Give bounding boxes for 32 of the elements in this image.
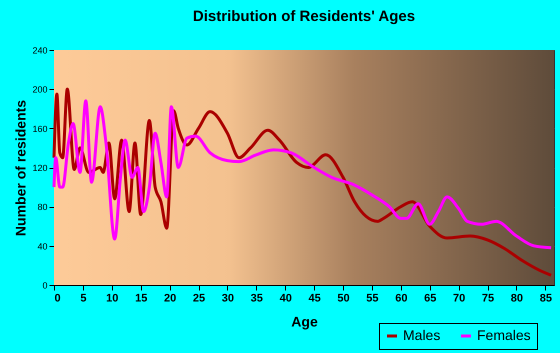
x-tick-label: 20 xyxy=(164,292,176,304)
x-tick-label: 60 xyxy=(395,292,408,304)
x-tick-label: 5 xyxy=(80,292,86,304)
chart-title: Distribution of Residents' Ages xyxy=(192,8,416,25)
x-tick-label: 35 xyxy=(250,292,263,304)
y-tick-label: 240 xyxy=(32,46,48,56)
x-tick-label: 80 xyxy=(510,292,524,304)
x-tick-label: 0 xyxy=(54,292,61,304)
x-tick-label: 15 xyxy=(135,292,148,304)
y-tick-label: 200 xyxy=(32,84,48,95)
x-tick-label: 55 xyxy=(366,292,379,304)
x-axis-title: Age xyxy=(291,314,318,330)
x-tick-label: 85 xyxy=(540,292,552,304)
line-series xyxy=(52,88,553,277)
x-tick-label: 45 xyxy=(308,292,321,304)
legend-label: Males xyxy=(403,327,440,343)
x-tick-label: 65 xyxy=(424,292,436,304)
y-tick-label: 0 xyxy=(42,280,48,290)
y-axis-title: Number of residents xyxy=(12,100,28,236)
y-tick-label: 160 xyxy=(32,124,48,134)
x-tick-label: 30 xyxy=(222,292,234,304)
y-tick-label: 40 xyxy=(37,241,48,252)
x-tick-label: 25 xyxy=(192,292,206,304)
line-series xyxy=(52,99,553,250)
y-tick-label: 120 xyxy=(32,163,48,173)
y-tick-label: 80 xyxy=(37,202,48,212)
x-tick-label: 50 xyxy=(337,292,350,304)
x-tick-label: 75 xyxy=(482,292,494,304)
x-tick-label: 40 xyxy=(280,292,292,304)
x-tick-label: 70 xyxy=(453,292,466,304)
x-tick-label: 10 xyxy=(106,292,118,304)
legend-label: Females xyxy=(477,327,531,343)
